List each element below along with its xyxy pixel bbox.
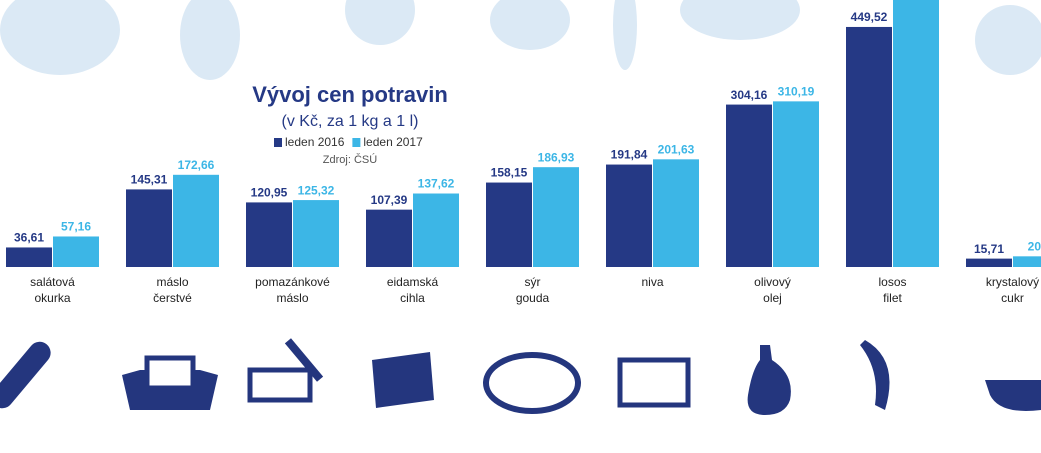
- value-label: 137,62: [418, 177, 455, 191]
- bar: [413, 193, 459, 267]
- legend-label: leden 2017: [363, 135, 423, 149]
- x-tick-label: máslo: [156, 275, 188, 289]
- value-label: 201,63: [658, 143, 695, 157]
- value-label: 57,16: [61, 220, 91, 234]
- x-tick-label: cihla: [400, 291, 425, 305]
- bar: [293, 200, 339, 267]
- value-label: 304,16: [731, 88, 768, 102]
- bar: [1013, 256, 1041, 267]
- chart-subtitle: (v Kč, za 1 kg a 1 l): [282, 113, 419, 130]
- x-tick-label: okurka: [34, 291, 70, 305]
- value-label: 449,52: [851, 10, 888, 24]
- bar: [173, 174, 219, 267]
- x-tick-label: čerstvé: [153, 291, 192, 305]
- value-label: 20,: [1028, 239, 1041, 253]
- value-label: 186,93: [538, 150, 575, 164]
- legend: leden 2016 leden 2017: [274, 135, 423, 149]
- bar: [246, 202, 292, 267]
- source: Zdroj: ČSÚ: [323, 153, 377, 166]
- x-tick-label: krystalový: [986, 275, 1039, 289]
- chart-title: Vývoj cen potravin: [252, 82, 448, 107]
- x-tick-label: cukr: [1001, 291, 1024, 305]
- x-tick-label: salátová: [30, 275, 75, 289]
- value-label: 15,71: [974, 242, 1004, 256]
- x-tick-label: gouda: [516, 291, 550, 305]
- x-tick-label: filet: [883, 291, 902, 305]
- bar: [6, 247, 52, 267]
- value-label: 158,15: [491, 166, 528, 180]
- bar: [726, 104, 772, 268]
- value-label: 191,84: [611, 148, 648, 162]
- x-tick-label: pomazánkové: [255, 275, 330, 289]
- x-tick-label: olej: [763, 291, 782, 305]
- value-label: 107,39: [371, 193, 408, 207]
- legend-label: leden 2016: [285, 135, 345, 149]
- legend-swatch: [352, 138, 361, 147]
- value-label: 172,66: [178, 158, 215, 172]
- bar: [486, 182, 532, 267]
- x-tick-label: niva: [641, 275, 663, 289]
- value-label: 125,32: [298, 183, 335, 197]
- bar: [533, 167, 579, 267]
- bar: [653, 159, 699, 267]
- bar: [366, 209, 412, 267]
- value-label: 145,31: [131, 173, 168, 187]
- x-tick-label: máslo: [276, 291, 308, 305]
- value-label: 120,95: [251, 186, 288, 200]
- x-tick-label: olivový: [754, 275, 791, 289]
- x-tick-label: eidamská: [387, 275, 439, 289]
- bar: [773, 101, 819, 267]
- value-label: 310,19: [778, 85, 815, 99]
- bar: [893, 0, 939, 267]
- bar: [846, 26, 892, 268]
- bar: [606, 164, 652, 267]
- value-label: 36,61: [14, 231, 44, 245]
- background-decoration: [0, 0, 1041, 80]
- legend-swatch: [274, 138, 282, 147]
- bar: [53, 236, 99, 267]
- bar: [126, 189, 172, 267]
- bar: [966, 258, 1012, 267]
- x-tick-label: sýr: [525, 275, 541, 289]
- x-tick-label: losos: [878, 275, 906, 289]
- icons: [0, 338, 1041, 415]
